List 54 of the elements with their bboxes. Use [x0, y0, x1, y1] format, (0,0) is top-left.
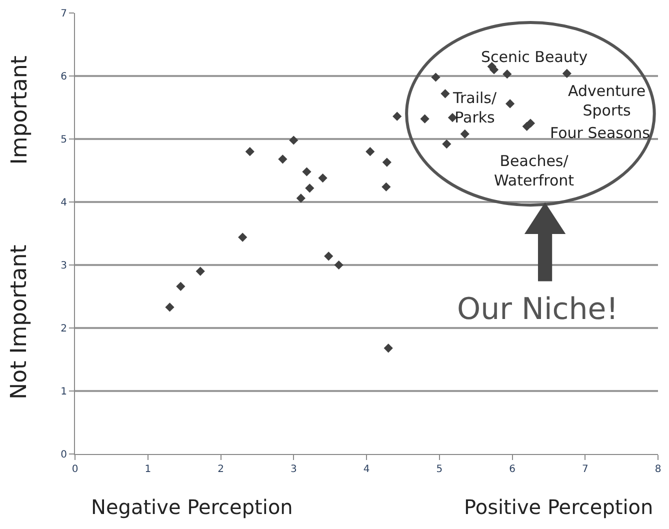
x-tick-label: 3 — [290, 464, 297, 475]
point — [196, 266, 205, 276]
point — [302, 167, 312, 176]
x-tick-label: 4 — [363, 464, 370, 475]
text: Not Important — [6, 244, 32, 400]
point — [366, 147, 375, 156]
point — [245, 147, 254, 156]
y-tick-label: 4 — [60, 198, 67, 208]
annotation: Beaches/ Waterfront — [494, 152, 574, 190]
point — [289, 136, 298, 145]
point — [420, 114, 430, 124]
y-tick-label: 2 — [60, 324, 67, 334]
point — [384, 344, 393, 353]
point — [392, 112, 402, 121]
x-tick-label: 1 — [144, 464, 152, 475]
y-tick-label: 1 — [60, 386, 67, 398]
text: Important — [8, 55, 33, 165]
point — [176, 282, 186, 291]
y-tick-label: 3 — [60, 260, 67, 272]
point — [324, 252, 334, 261]
y-tick-label: 0 — [60, 450, 67, 460]
point — [318, 174, 328, 183]
text: Positive Perception — [464, 495, 654, 519]
point — [238, 232, 248, 242]
y-tick-label: 6 — [60, 72, 67, 82]
point — [382, 158, 392, 167]
annotation: Trails/ Parks — [452, 89, 498, 126]
point — [506, 99, 515, 108]
point — [382, 182, 391, 192]
y-tick-label: 5 — [60, 134, 67, 146]
point — [442, 139, 452, 149]
point — [502, 70, 512, 79]
point — [562, 68, 572, 78]
annotation: Scenic Beauty — [481, 48, 588, 66]
point — [460, 129, 470, 139]
x-tick-label: 5 — [436, 464, 443, 475]
annotation: Adventure Sports — [568, 82, 646, 120]
point — [305, 184, 314, 193]
annotation: Our Niche! — [457, 292, 618, 327]
point — [165, 302, 174, 312]
point — [334, 260, 344, 270]
x-tick-label: 0 — [72, 464, 78, 475]
point — [431, 72, 440, 82]
x-tick-label: 8 — [654, 464, 662, 475]
y-tick-label: 7 — [60, 8, 67, 20]
point — [440, 89, 450, 98]
point — [296, 194, 306, 203]
x-tick-label: 6 — [509, 464, 516, 475]
x-tick-label: 7 — [582, 464, 588, 475]
text: Negative Perception — [91, 495, 293, 519]
point — [526, 118, 536, 128]
x-tick-label: 2 — [218, 464, 224, 475]
annotation: Four Seasons — [550, 124, 650, 142]
point — [278, 154, 288, 164]
